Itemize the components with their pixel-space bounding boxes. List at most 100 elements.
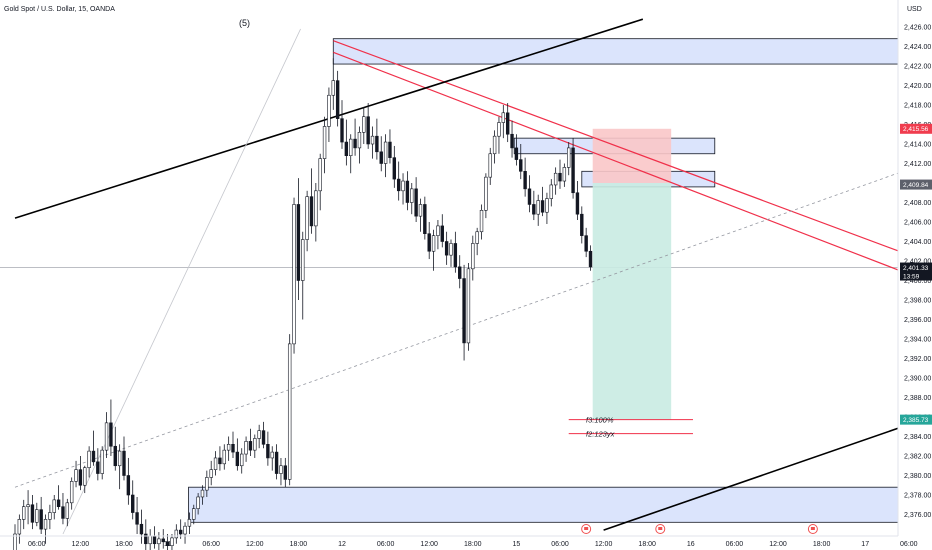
candle-body-down xyxy=(96,461,100,474)
candle-body-down xyxy=(392,157,397,180)
supply-zone-top[interactable] xyxy=(332,38,899,65)
candle xyxy=(69,477,74,510)
candle-body-down xyxy=(78,469,83,486)
candle-body-down xyxy=(91,450,96,463)
y-tick-label: 2,392.00 xyxy=(904,356,931,363)
x-tick-label: 12:00 xyxy=(595,541,613,548)
candle xyxy=(248,428,253,456)
candle-body-up xyxy=(301,239,305,281)
y-tick-label: 2,414.00 xyxy=(904,142,931,149)
candle-body-up xyxy=(314,190,318,227)
position-stop-zone[interactable] xyxy=(592,128,672,183)
candle xyxy=(161,529,165,549)
candle xyxy=(567,142,571,176)
candle-body-down xyxy=(532,204,536,215)
candle-body-up xyxy=(331,80,335,96)
candle-body-up xyxy=(26,504,30,507)
candle-body-down xyxy=(540,200,545,213)
y-tick-label: 2,388.00 xyxy=(904,395,931,402)
x-tick-label: 18:00 xyxy=(290,541,308,548)
candle xyxy=(571,138,575,199)
candle xyxy=(545,192,549,224)
candle-body-up xyxy=(100,449,104,474)
candle xyxy=(536,194,540,226)
candle xyxy=(344,119,349,166)
trend-lower[interactable] xyxy=(603,427,899,531)
currency-label: USD xyxy=(907,6,922,13)
candle xyxy=(231,431,235,458)
candle-body-up xyxy=(475,231,479,244)
y-tick-label: 2,380.00 xyxy=(904,473,931,480)
candle xyxy=(61,493,65,525)
candle xyxy=(83,465,87,494)
demand-zone-bottom[interactable] xyxy=(188,486,899,523)
candle-body-down xyxy=(388,141,392,158)
position-target-zone[interactable] xyxy=(592,183,672,420)
candle-body-down xyxy=(523,171,527,190)
candle-body-down xyxy=(261,430,266,445)
candle xyxy=(226,436,231,461)
candle-body-down xyxy=(440,225,444,242)
candle xyxy=(418,198,423,232)
candle xyxy=(266,431,270,466)
candle xyxy=(353,118,357,156)
candle-body-down xyxy=(558,172,562,182)
candle xyxy=(192,504,196,525)
dashed-gray[interactable] xyxy=(14,172,899,488)
y-tick-label: 2,396.00 xyxy=(904,317,931,324)
candle-body-down xyxy=(178,529,183,535)
candle-body-down xyxy=(427,233,431,252)
candle xyxy=(314,183,318,242)
candle-body-up xyxy=(488,153,492,178)
candle xyxy=(65,498,70,527)
candle xyxy=(187,512,192,534)
candle xyxy=(17,514,22,544)
candle-body-down xyxy=(444,241,449,256)
candle-body-up xyxy=(13,533,17,550)
candle xyxy=(340,100,344,149)
candle xyxy=(30,495,35,530)
candle-body-up xyxy=(436,225,440,236)
candle-body-up xyxy=(471,243,475,270)
candle xyxy=(287,334,292,486)
price-tag-label: 2,401.33 xyxy=(903,265,929,272)
candle xyxy=(196,493,200,515)
candle xyxy=(471,235,475,281)
channel-lower[interactable] xyxy=(333,51,899,271)
event-flag-icon[interactable] xyxy=(581,524,592,534)
candle-body-up xyxy=(183,525,187,535)
candle-body-down xyxy=(131,494,135,513)
y-tick-label: 2,422.00 xyxy=(904,64,931,71)
candle-body-down xyxy=(379,151,383,164)
candle xyxy=(296,178,301,300)
candle-body-up xyxy=(484,176,488,211)
candle xyxy=(283,457,288,488)
position-layer[interactable] xyxy=(592,128,672,420)
candle xyxy=(218,446,222,471)
candle xyxy=(91,430,96,466)
y-tick-label: 2,404.00 xyxy=(904,239,931,246)
candle xyxy=(104,412,109,458)
candle-body-up xyxy=(213,457,218,470)
candle-body-down xyxy=(309,196,314,227)
event-flag-icon[interactable] xyxy=(807,524,818,534)
candle-body-down xyxy=(335,80,340,119)
event-flag-icon[interactable] xyxy=(655,524,666,534)
candle xyxy=(492,130,497,164)
y-tick-label: 2,400.00 xyxy=(904,278,931,285)
candle xyxy=(322,116,327,174)
channel-upper[interactable] xyxy=(333,40,899,252)
y-tick-label: 2,406.00 xyxy=(904,220,931,227)
x-tick-label: 11 xyxy=(164,541,171,548)
candle xyxy=(440,214,444,248)
x-tick-label: 06:00 xyxy=(551,541,569,548)
price-tag-green xyxy=(900,414,932,425)
candle-body-down xyxy=(231,443,235,453)
event-icons[interactable] xyxy=(581,524,818,534)
y-tick-label: 2,408.00 xyxy=(904,200,931,207)
candle xyxy=(466,262,471,351)
candle xyxy=(392,145,397,188)
candle-body-up xyxy=(479,210,484,233)
